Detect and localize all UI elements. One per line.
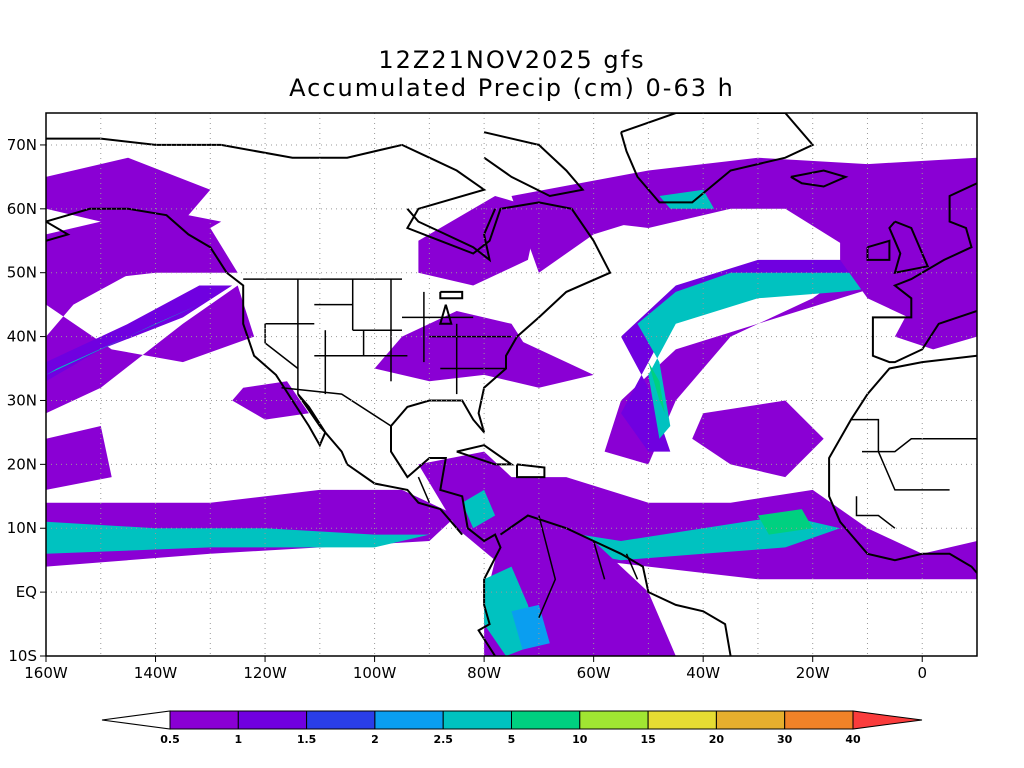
coastline xyxy=(46,207,463,536)
colorbar-label: 0.5 xyxy=(160,733,180,746)
map-title-line2: Accumulated Precip (cm) 0-63 h xyxy=(289,74,735,102)
precip-region xyxy=(46,426,112,490)
country-border xyxy=(625,553,639,580)
colorbar-label: 2 xyxy=(371,733,379,746)
precip-region xyxy=(462,489,496,529)
lat-label: 30N xyxy=(7,391,37,409)
country-border xyxy=(855,496,896,529)
colorbar-swatch xyxy=(579,710,649,730)
country-border xyxy=(862,438,977,453)
coastline xyxy=(499,514,732,656)
country-border xyxy=(851,418,950,491)
precip-region xyxy=(648,362,671,426)
precip-region xyxy=(46,285,233,382)
lat-label: 40N xyxy=(7,328,37,346)
coastline xyxy=(516,463,546,479)
colorbar-swatch xyxy=(306,710,376,730)
colorbar-label: 30 xyxy=(777,733,793,746)
coastline xyxy=(620,113,815,204)
lon-label: 60W xyxy=(577,664,611,682)
lon-label: 20W xyxy=(796,664,830,682)
lat-label: 10N xyxy=(7,519,37,537)
coastline xyxy=(871,182,977,364)
lon-label: 0 xyxy=(917,664,927,682)
colorbar-label: 20 xyxy=(709,733,725,746)
map-frame xyxy=(45,112,978,657)
coastline xyxy=(866,239,891,261)
latitude-labels: 70N 60N 50N 40N 30N 20N 10N EQ 10S xyxy=(7,136,46,665)
coastline xyxy=(828,354,977,574)
colorbar-swatch xyxy=(237,710,308,730)
precip-region xyxy=(46,228,238,286)
colorbar-swatch xyxy=(374,710,444,730)
colorbar-swatch xyxy=(647,710,717,730)
colorbar-swatch xyxy=(169,710,239,730)
colorbar-label: 15 xyxy=(640,733,655,746)
country-border xyxy=(417,476,431,503)
map-title-line1: 12Z21NOV2025 gfs xyxy=(378,46,646,74)
colorbar-label: 2.5 xyxy=(433,733,453,746)
lon-label: 160W xyxy=(24,664,68,682)
precip-region xyxy=(894,272,977,350)
precip-region xyxy=(232,381,309,420)
lat-label: 20N xyxy=(7,455,37,473)
lat-label: 50N xyxy=(7,264,37,282)
colorbar-label: 5 xyxy=(508,733,516,746)
country-border xyxy=(592,540,606,580)
colorbar-swatch xyxy=(442,710,513,730)
lat-label: EQ xyxy=(16,583,37,601)
colorbar-label: 1 xyxy=(234,733,242,746)
precip-region xyxy=(46,157,211,222)
country-border xyxy=(281,386,392,427)
colorbar-label: 1.5 xyxy=(297,733,317,746)
precip-region xyxy=(484,336,594,388)
coastline xyxy=(46,137,612,656)
precip-region xyxy=(637,272,895,439)
precip-region xyxy=(46,208,255,414)
colorbar: 0.5 1 1.5 2 2.5 5 10 15 20 30 40 xyxy=(101,710,923,746)
coastlines xyxy=(46,113,977,656)
longitude-labels: 160W 140W 120W 100W 80W 60W 40W 20W 0 xyxy=(24,656,927,682)
lon-label: 100W xyxy=(353,664,397,682)
coastline xyxy=(46,220,71,242)
state-border xyxy=(264,323,299,370)
colorbar-swatch xyxy=(511,710,581,730)
colorbar-label: 10 xyxy=(572,733,588,746)
colorbar-label: 40 xyxy=(845,733,861,746)
coastline xyxy=(406,208,497,263)
colorbar-max-arrow xyxy=(852,710,923,730)
colorbar-swatch xyxy=(784,710,854,730)
coastline xyxy=(483,131,585,198)
coastline xyxy=(888,220,930,274)
graticule xyxy=(46,113,978,657)
lon-label: 40W xyxy=(686,664,720,682)
lat-label: 10S xyxy=(8,647,37,665)
lat-label: 70N xyxy=(7,136,37,154)
coastline xyxy=(439,290,464,300)
precip-region xyxy=(46,521,430,554)
lon-label: 80W xyxy=(467,664,501,682)
country-border xyxy=(538,515,557,618)
colorbar-min-arrow xyxy=(101,710,171,730)
coastline xyxy=(790,169,849,188)
precip-region xyxy=(374,311,528,382)
lon-label: 120W xyxy=(243,664,287,682)
lat-label: 60N xyxy=(7,200,37,218)
colorbar-swatch xyxy=(715,710,786,730)
lon-label: 140W xyxy=(134,664,178,682)
precip-field xyxy=(46,157,977,656)
coastline xyxy=(438,304,453,325)
